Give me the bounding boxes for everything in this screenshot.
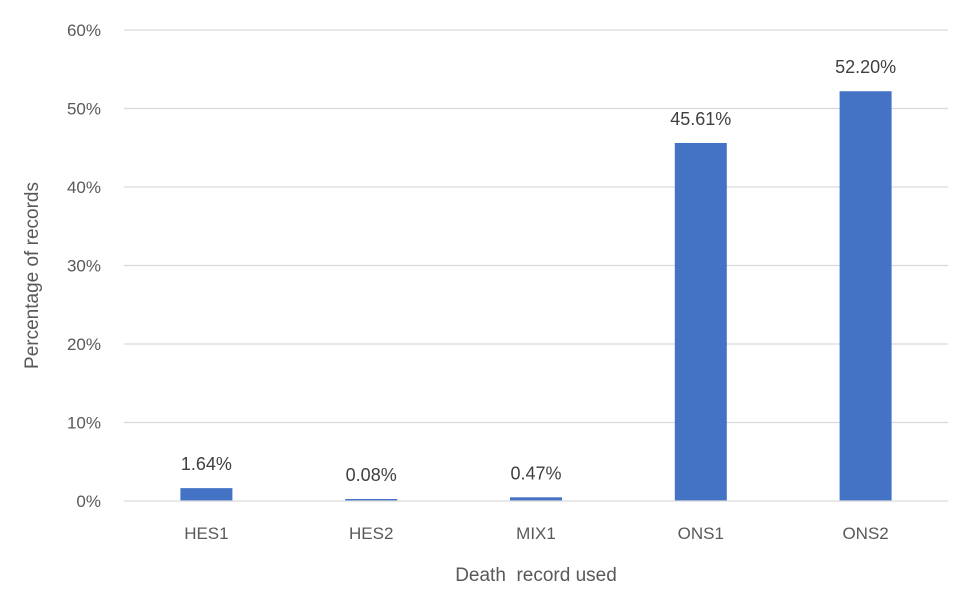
data-label-hes1: 1.64% xyxy=(181,454,232,474)
y-tick-label: 30% xyxy=(67,257,101,276)
y-tick-label: 60% xyxy=(67,21,101,40)
y-tick-label: 20% xyxy=(67,335,101,354)
x-axis-title: Death record used xyxy=(455,565,617,586)
data-label-mix1: 0.47% xyxy=(510,463,561,483)
y-tick-label: 40% xyxy=(67,178,101,197)
data-label-ons1: 45.61% xyxy=(670,109,731,129)
x-axis-ticks: HES1 HES2 MIX1 ONS1 ONS2 xyxy=(184,524,889,543)
bar-ons1 xyxy=(674,142,727,502)
bar-mix1 xyxy=(510,497,562,501)
y-tick-label: 50% xyxy=(67,100,101,119)
y-tick-label: 0% xyxy=(76,492,101,511)
y-tick-label: 10% xyxy=(67,414,101,433)
bars xyxy=(180,91,892,502)
x-tick-label: HES2 xyxy=(349,524,393,543)
data-labels: 1.64% 0.08% 0.47% 45.61% 52.20% xyxy=(181,57,896,485)
y-axis-title: Percentage of records xyxy=(22,182,43,369)
x-tick-label: ONS2 xyxy=(842,524,888,543)
bar-ons2 xyxy=(839,91,892,501)
y-axis-ticks: 0% 10% 20% 30% 40% 50% 60% xyxy=(67,21,101,511)
bar-hes2 xyxy=(345,499,398,501)
x-tick-label: HES1 xyxy=(184,524,228,543)
bar-hes1 xyxy=(180,488,233,501)
data-label-hes2: 0.08% xyxy=(346,465,397,485)
x-tick-label: MIX1 xyxy=(516,524,556,543)
x-tick-label: ONS1 xyxy=(678,524,724,543)
gridlines xyxy=(124,29,948,424)
data-label-ons2: 52.20% xyxy=(835,57,896,77)
